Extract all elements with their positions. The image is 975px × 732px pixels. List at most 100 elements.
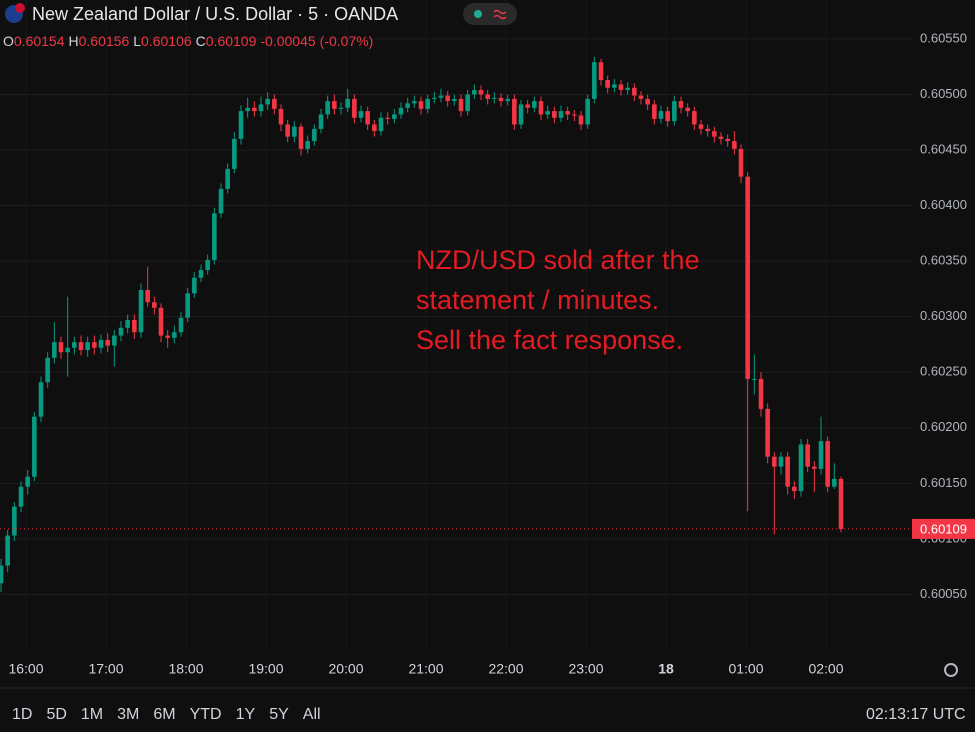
y-tick-label: 0.60050 — [920, 586, 967, 601]
candle-body — [352, 98, 357, 118]
ohlc-letter: O — [3, 33, 14, 49]
range-button[interactable]: 6M — [153, 706, 175, 723]
candle-body — [805, 444, 810, 467]
candle-body — [145, 290, 150, 303]
candle-body — [32, 416, 37, 477]
y-tick-label: 0.60150 — [920, 475, 967, 490]
candle-body — [798, 444, 804, 492]
candle-body — [0, 565, 4, 584]
settings-icon[interactable] — [944, 663, 958, 677]
candle-body — [318, 114, 324, 129]
candle-body — [165, 335, 170, 338]
candle-body — [138, 290, 144, 333]
range-button[interactable]: 1Y — [236, 706, 256, 723]
candle-body — [512, 98, 517, 125]
candle-body — [732, 141, 737, 149]
candle-body — [692, 111, 697, 125]
last-price-label: 0.60109 — [920, 521, 967, 536]
x-tick-label: 16:00 — [8, 661, 43, 677]
candle-body — [585, 98, 590, 125]
last-price-tag — [912, 518, 975, 539]
candle-body — [365, 111, 370, 125]
candle-body — [105, 340, 110, 346]
candle-body — [558, 111, 564, 118]
candle-body — [92, 342, 97, 348]
candle-body — [452, 98, 457, 102]
range-button[interactable]: 1D — [12, 706, 32, 723]
candle-body — [232, 138, 237, 169]
candle-body — [658, 111, 664, 119]
candle-body — [785, 456, 790, 487]
candle-body — [272, 98, 277, 109]
candle-body — [398, 107, 404, 115]
range-button[interactable]: 1M — [81, 706, 103, 723]
candle-body — [278, 108, 284, 125]
flag-icon-accent — [15, 3, 25, 13]
candle-body — [192, 277, 197, 294]
candle-body — [38, 382, 44, 417]
range-button[interactable]: 5D — [46, 706, 66, 723]
candle-body — [72, 342, 77, 348]
candle-body — [678, 101, 684, 108]
candles — [0, 56, 912, 593]
candle-body — [405, 103, 410, 108]
candle-body — [632, 87, 637, 96]
candle-body — [5, 535, 10, 566]
candle-body — [538, 101, 544, 115]
candle-body — [52, 342, 57, 358]
candle-body — [285, 124, 290, 137]
range-button[interactable]: All — [303, 706, 321, 723]
range-button[interactable]: YTD — [190, 706, 222, 723]
candle-body — [338, 107, 344, 109]
candle-body — [412, 101, 417, 104]
candle-body — [305, 141, 310, 149]
candle-body — [745, 176, 750, 379]
candle-body — [532, 101, 537, 108]
candle-body — [158, 307, 164, 336]
candle-body — [358, 111, 364, 118]
range-button[interactable]: 3M — [117, 706, 139, 723]
status-pill[interactable] — [463, 3, 517, 25]
candle-body — [545, 111, 550, 115]
ohlc-line: O0.60154 H0.60156 L0.60106 C0.60109 -0.00045… — [3, 33, 373, 49]
candle-body — [498, 97, 504, 102]
candle-body — [812, 466, 817, 469]
candle-body — [385, 117, 390, 119]
candle-body — [618, 84, 624, 90]
candle-body — [445, 95, 450, 102]
candle-body — [685, 107, 690, 112]
x-tick-label: 21:00 — [408, 661, 443, 677]
candle-body — [478, 90, 484, 95]
range-button[interactable]: 5Y — [269, 706, 289, 723]
candle-body — [65, 347, 70, 353]
x-tick-label: 18:00 — [168, 661, 203, 677]
x-tick-label: 01:00 — [728, 661, 763, 677]
ohlc-value: 0.60154 — [14, 33, 65, 49]
ohlc-value: 0.60156 — [79, 33, 130, 49]
candle-body — [212, 213, 217, 260]
candle-body — [838, 478, 844, 529]
x-axis: 16:00 17:00 18:00 19:00 20:00 21:00 22:00 23:00… — [8, 661, 843, 677]
candle-body — [18, 486, 24, 507]
candle-body — [578, 115, 584, 125]
x-tick-label: 02:00 — [808, 661, 843, 677]
candle-body — [152, 302, 157, 308]
candle-body — [185, 293, 190, 318]
candle-body — [592, 62, 597, 99]
market-status — [474, 10, 482, 18]
candle-body — [738, 148, 744, 177]
candle-body — [98, 340, 104, 348]
y-tick-label: 0.60350 — [920, 253, 967, 268]
candle-body — [598, 62, 604, 80]
y-tick-label: 0.60250 — [920, 364, 967, 379]
candle-body — [705, 128, 710, 132]
candle-body — [125, 320, 130, 328]
candle-body — [25, 476, 30, 487]
candle-body — [225, 168, 230, 189]
candle-body — [345, 98, 350, 108]
ohlc-letter: H — [69, 33, 79, 49]
grid — [0, 0, 912, 650]
candle-body — [392, 114, 397, 119]
